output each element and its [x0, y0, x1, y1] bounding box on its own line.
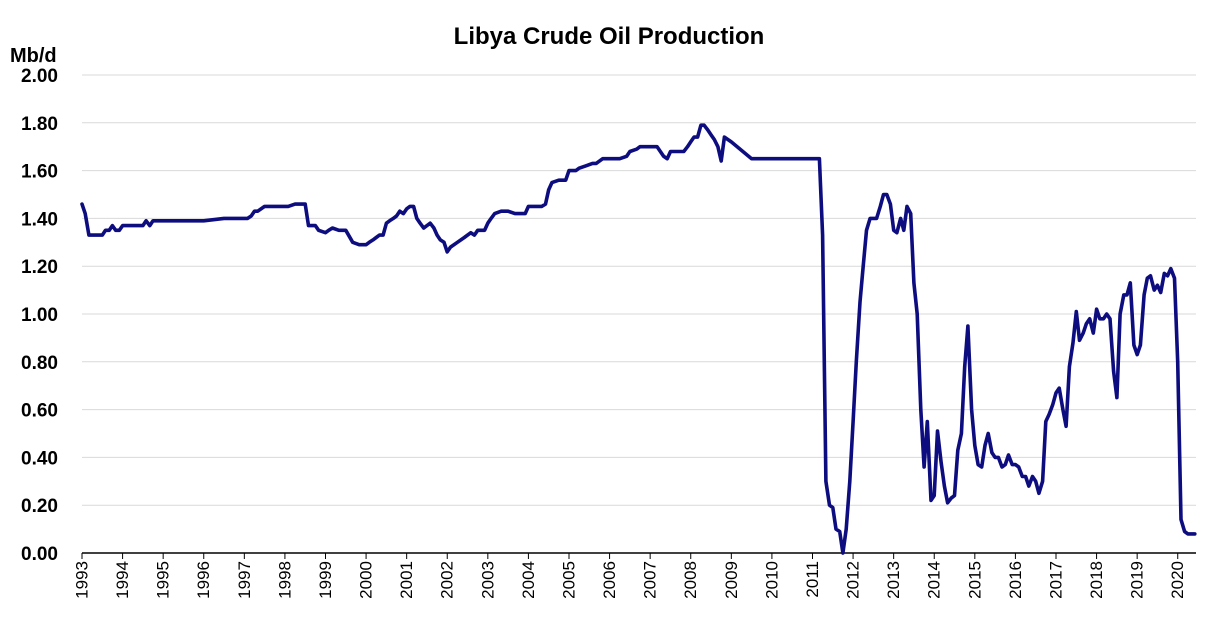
x-tick-label: 2017: [1046, 561, 1065, 599]
gridlines: [82, 74, 1196, 506]
y-tick-label: 0.40: [21, 448, 58, 469]
x-tick-label: 2005: [559, 561, 578, 599]
y-axis-label: Mb/d: [10, 45, 57, 67]
x-tick-label: 2009: [722, 561, 741, 599]
x-tick-label: 2007: [641, 561, 660, 599]
y-tick-label: 0.80: [21, 353, 58, 374]
x-tick-label: 2002: [438, 561, 457, 599]
x-tick-label: 2003: [478, 561, 497, 599]
x-tick-label: 2001: [397, 561, 416, 599]
x-tick-label: 2020: [1168, 561, 1187, 599]
x-tick-label: 2010: [762, 561, 781, 599]
x-tick-label: 1994: [113, 561, 132, 599]
x-tick-label: 1999: [316, 561, 335, 599]
x-tick-label: 2014: [925, 561, 944, 599]
x-tick-label: 2016: [1006, 561, 1025, 599]
x-tick-label: 2000: [357, 561, 376, 599]
y-tick-label: 0.60: [21, 401, 58, 422]
x-tick-label: 1996: [194, 561, 213, 599]
x-tick-label: 2018: [1087, 561, 1106, 599]
x-tick-label: 1998: [275, 561, 294, 599]
x-tick-label: 1997: [235, 561, 254, 599]
x-tick-label: 2011: [803, 561, 822, 598]
x-tick-label: 1993: [73, 561, 92, 599]
x-tick-label: 1995: [154, 561, 173, 599]
series-layer: [80, 123, 1197, 555]
y-tick-label: 1.20: [21, 257, 58, 278]
x-tick-label: 2012: [844, 561, 863, 599]
x-tick-label: 2004: [519, 561, 538, 599]
x-tick-label: 2006: [600, 561, 619, 599]
y-tick-label: 1.60: [21, 162, 58, 183]
y-tick-label: 0.20: [21, 496, 58, 517]
series-line: [80, 123, 1197, 555]
y-tick-label: 0.00: [21, 544, 58, 565]
y-tick-label: 1.80: [21, 114, 58, 135]
y-tick-label: 2.00: [21, 66, 58, 87]
y-axis-ticks: 0.00 0.20 0.40 0.60 0.80 1.00 1.20 1.40 1.60 1.80…: [21, 66, 58, 565]
y-tick-label: 1.40: [21, 209, 58, 230]
x-tick-label: 2008: [681, 561, 700, 599]
x-tick-label: 2019: [1128, 561, 1147, 599]
x-tick-label: 2013: [884, 561, 903, 599]
x-axis-ticks: 1993 1994 1995 1996 1997 1998 1999 2000 2001 2002…: [73, 553, 1187, 599]
chart-title: Libya Crude Oil Production: [454, 23, 765, 50]
y-tick-label: 1.00: [21, 305, 58, 326]
x-tick-label: 2015: [965, 561, 984, 599]
